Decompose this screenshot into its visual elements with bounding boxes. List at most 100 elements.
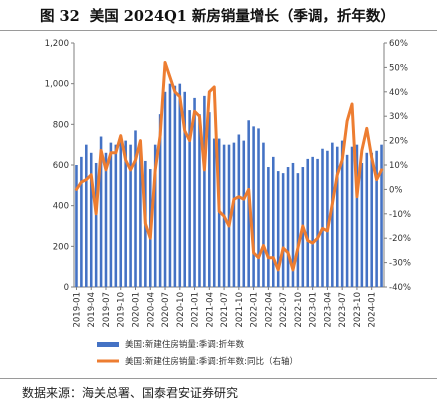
bar [85,144,88,287]
bar [281,173,285,287]
x-tick-label: 2019-04 [87,292,97,328]
x-tick-label: 2020-01 [132,292,142,328]
x-tick-label: 2022-01 [250,292,260,328]
bar [262,142,265,287]
bar [242,140,246,287]
bar [173,85,177,287]
x-tick-label: 2021-01 [191,292,201,328]
bar [311,156,314,287]
y-left-tick-label: 0 [64,283,69,293]
bar [89,152,93,287]
line-layer [74,61,384,272]
bar [326,150,329,287]
bar [232,142,236,287]
x-tick-label: 2021-04 [205,292,215,328]
top-divider [0,30,437,31]
y-right-tick-label: 60% [389,39,408,49]
x-tick-label: 2022-04 [264,292,274,328]
axes-layer: 0 200 400 600 800 1,000 1,200 -40% -30% -20% -10% 0… [45,39,411,328]
bar [296,173,300,287]
y-right-tick-label: -30% [389,259,411,269]
bar [316,158,319,287]
bar [227,144,231,287]
y-right-tick-label: 0% [389,185,403,195]
bar [134,130,137,287]
bar [198,114,201,288]
bar [291,162,295,287]
x-tick-label: 2020-07 [161,292,171,328]
x-tick-label: 2019-10 [117,292,127,328]
bar [203,95,206,287]
y-right-tick-label: 40% [389,88,408,98]
bar [129,144,132,287]
bar [109,142,113,287]
bar [355,144,359,287]
y-right-tick-label: -10% [389,210,411,220]
chart-svg: 0 200 400 600 800 1,000 1,200 -40% -30% -20% -10% 0… [45,39,411,367]
source-note: 数据来源：海关总署、国泰君安证券研究 [22,386,239,400]
x-tick-label: 2022-07 [279,292,289,328]
bar [183,91,186,287]
bar [272,156,275,287]
bar [375,150,378,287]
bar [80,156,83,287]
figure-label: 图 32 [40,7,80,25]
yoy-line [74,61,384,272]
bar [104,152,108,287]
bar [306,158,310,287]
bar [252,126,255,287]
bar [114,144,118,287]
bar [335,146,339,287]
bar [119,138,123,287]
y-right-tick-label: 30% [389,112,408,122]
bar [380,144,383,287]
y-left-tick-label: 600 [53,161,69,171]
bar [365,152,369,287]
bar [350,146,354,287]
bar [208,112,211,287]
bottom-divider [0,378,437,379]
bar [321,148,324,287]
x-tick-label: 2021-10 [235,292,245,328]
legend-label-bar: 美国:新建住房销量:季调:折年数 [125,339,245,350]
x-tick-label: 2024-01 [368,292,378,328]
x-tick-label: 2019-01 [72,292,82,328]
x-tick-label: 2019-07 [102,292,112,328]
bar [124,140,127,287]
bar [99,136,103,287]
bar [237,134,241,287]
bar [286,167,290,287]
figure-title: 美国 2024Q1 新房销量增长（季调，折年数） [89,7,395,25]
bar [75,165,78,287]
bar [168,83,172,287]
x-tick-label: 2021-07 [220,292,230,328]
y-left-tick-label: 1,000 [45,80,69,90]
y-right-tick-label: -20% [389,234,411,244]
y-left-tick-label: 200 [53,242,69,252]
bar [94,162,98,287]
y-left-tick-label: 1,200 [45,39,69,49]
y-right-tick-label: 10% [389,161,408,171]
bar [370,152,373,287]
legend-swatch-bar [97,342,119,347]
bar [276,171,280,287]
x-tick-label: 2023-10 [353,292,363,328]
bar [267,167,270,287]
legend-label-line: 美国:新建住房销量:季调:折年数:同比（右轴） [125,356,298,367]
y-left-tick-label: 400 [53,202,69,212]
bar [139,140,142,287]
x-tick-label: 2023-01 [309,292,319,328]
chart-title: 图 32 美国 2024Q1 新房销量增长（季调，折年数） [0,2,437,28]
x-tick-label: 2023-04 [323,292,333,328]
bar [331,142,334,287]
bar [178,83,182,287]
bar [163,91,167,287]
bar [340,140,344,287]
bar [345,154,349,287]
bar [257,128,260,287]
bar [153,144,157,287]
bar [188,110,191,287]
bar [193,97,196,288]
y-left-tick-label: 800 [53,120,69,130]
